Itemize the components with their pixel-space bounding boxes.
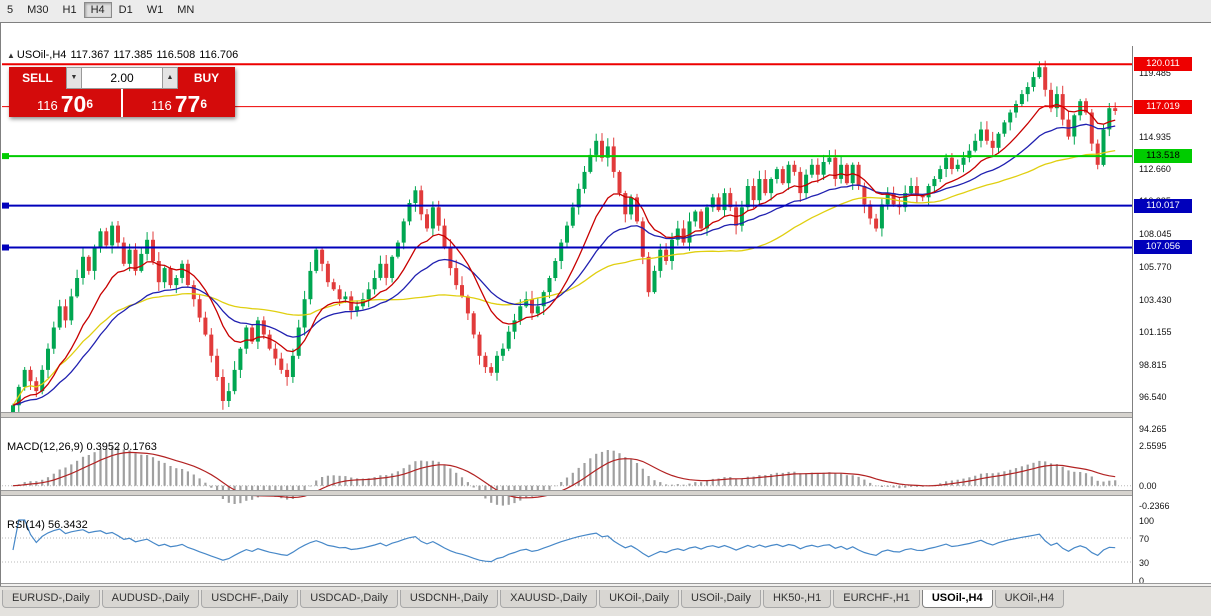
price-tick-label: 103.430 xyxy=(1139,294,1172,305)
timeframe-button-h4[interactable]: H4 xyxy=(83,2,112,18)
price-tick-label: 114.935 xyxy=(1139,132,1171,143)
price-level-tag: 120.011 xyxy=(1134,57,1192,72)
chart-tab[interactable]: AUDUSD-,Daily xyxy=(101,590,200,608)
timeframe-button-m30[interactable]: M30 xyxy=(27,4,49,16)
volume-increment-button[interactable]: ▲ xyxy=(162,67,178,89)
rsi-axis-label: 100 xyxy=(1139,516,1155,526)
chart-tab[interactable]: HK50-,H1 xyxy=(762,590,832,608)
timeframe-button-5[interactable]: 5 xyxy=(7,4,14,16)
rsi-axis-label: 0 xyxy=(1139,576,1145,586)
macd-values: 0.3952 0.1763 xyxy=(86,441,157,453)
chart-title: USOil-,H4 xyxy=(16,49,67,61)
macd-axis-label: -0.2366 xyxy=(1139,501,1170,511)
price-tick-label: 105.770 xyxy=(1139,261,1172,272)
rsi-chart xyxy=(2,519,1132,563)
volume-decrement-button[interactable]: ▼ xyxy=(66,67,82,89)
macd-axis-label: 2.5595 xyxy=(1139,441,1167,451)
panel-splitter[interactable] xyxy=(1,490,1211,496)
price-level-tag: 117.019 xyxy=(1134,99,1192,114)
rsi-name: RSI(14) xyxy=(7,519,45,531)
chart-tab[interactable]: EURUSD-,Daily xyxy=(2,590,100,608)
price-tick-label: 94.265 xyxy=(1139,424,1167,435)
rsi-panel-surface[interactable] xyxy=(2,517,1132,583)
chart-tab[interactable]: UKOil-,H4 xyxy=(994,590,1065,608)
chart-tab[interactable]: XAUUSD-,Daily xyxy=(500,590,598,608)
one-click-trading-panel: SELL ▼ ▲ BUY 116 70 6 116 77 6 xyxy=(9,67,235,117)
buy-button[interactable]: BUY xyxy=(178,67,235,89)
chart-tab[interactable]: UKOil-,Daily xyxy=(599,590,680,608)
ohlc-open: 117.367 xyxy=(70,49,110,61)
chart-tab[interactable]: EURCHF-,H1 xyxy=(833,590,920,608)
price-tick-label: 119.485 xyxy=(1139,67,1171,78)
chart-tab[interactable]: USDCHF-,Daily xyxy=(201,590,299,608)
ask-price-pips: 77 xyxy=(174,91,201,117)
rsi-axis-label: 30 xyxy=(1139,558,1150,568)
timeframe-button-w1[interactable]: W1 xyxy=(146,4,164,16)
price-tick-label: 98.815 xyxy=(1139,360,1167,371)
price-level-tag: 110.017 xyxy=(1134,198,1192,213)
timeframe-toolbar: 5 M30 H1 H4 D1 W1 MN xyxy=(0,0,1211,23)
ohlc-low: 116.508 xyxy=(156,49,196,61)
ask-price-whole: 116 xyxy=(150,98,172,113)
price-axis[interactable]: 119.485117.210114.935112.660110.385108.0… xyxy=(1132,46,1211,586)
timeframe-button-h1[interactable]: H1 xyxy=(62,4,77,16)
bid-price-point: 6 xyxy=(86,97,93,111)
volume-input[interactable] xyxy=(82,67,162,89)
price-level-tag: 113.518 xyxy=(1134,149,1192,164)
price-tick-label: 108.045 xyxy=(1139,229,1172,240)
chart-tab-bar: EURUSD-,Daily AUDUSD-,Daily USDCHF-,Daily U… xyxy=(0,586,1211,616)
macd-panel-surface[interactable] xyxy=(2,439,1132,513)
price-tick-label: 96.540 xyxy=(1139,392,1167,403)
ohlc-close: 116.706 xyxy=(199,49,239,61)
chart-window: ▲ USOil-,H4 117.367 117.385 116.508 116.706 S… xyxy=(0,22,1211,610)
chart-tab[interactable]: USOil-,Daily xyxy=(681,590,761,608)
chart-tab[interactable]: USDCAD-,Daily xyxy=(300,590,398,608)
rsi-axis-label: 70 xyxy=(1139,534,1150,544)
sell-button[interactable]: SELL xyxy=(9,67,66,89)
rsi-value: 56.3432 xyxy=(47,519,88,531)
rsi-label: RSI(14) 56.3432 xyxy=(7,519,88,531)
bid-price-whole: 116 xyxy=(36,98,58,113)
chart-tab[interactable]: USOil-,H4 xyxy=(921,590,993,608)
ask-price-point: 6 xyxy=(200,97,207,111)
ohlc-high: 117.385 xyxy=(113,49,153,61)
chart-header: ▲ USOil-,H4 117.367 117.385 116.508 116.706 xyxy=(7,49,242,61)
chart-shift-icon: ▲ xyxy=(7,51,15,60)
bid-price-pips: 70 xyxy=(60,91,87,117)
bid-price-button[interactable]: 116 70 6 xyxy=(9,89,121,117)
macd-chart xyxy=(2,446,1132,506)
macd-name: MACD(12,26,9) xyxy=(7,441,84,453)
macd-axis-label: 0.00 xyxy=(1139,480,1157,491)
chart-tab[interactable]: USDCNH-,Daily xyxy=(399,590,499,608)
timeframe-button-mn[interactable]: MN xyxy=(177,4,195,16)
timeframe-button-d1[interactable]: D1 xyxy=(118,4,133,16)
price-tick-label: 101.155 xyxy=(1139,326,1172,337)
price-tick-label: 112.660 xyxy=(1139,164,1171,175)
macd-label: MACD(12,26,9) 0.3952 0.1763 xyxy=(7,441,157,453)
panel-splitter[interactable] xyxy=(1,412,1211,418)
candlestick-chart xyxy=(2,60,1132,416)
ask-price-button[interactable]: 116 77 6 xyxy=(123,89,235,117)
price-level-tag: 107.056 xyxy=(1134,240,1192,255)
